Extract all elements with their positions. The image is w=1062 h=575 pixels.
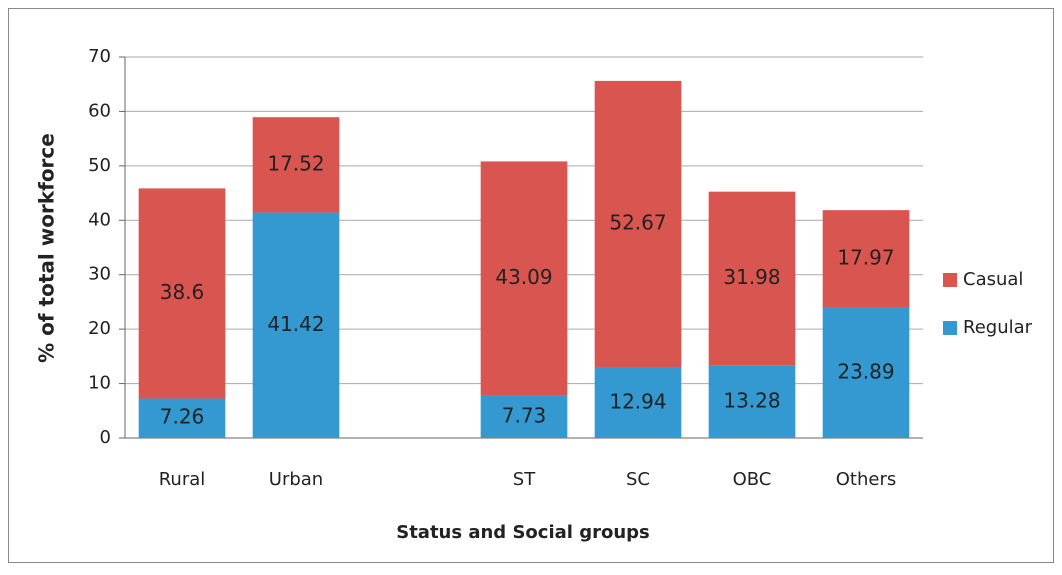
- y-tick-label: 10: [88, 373, 111, 394]
- bar-segment: [138, 188, 226, 399]
- bar-segment: [480, 161, 568, 396]
- bar-segment: [138, 398, 226, 438]
- value-label: 17.52: [267, 151, 324, 175]
- bar-segment: [594, 80, 682, 368]
- bar-segment: [252, 212, 340, 438]
- value-label: 7.26: [160, 405, 205, 429]
- value-label: 23.89: [837, 359, 894, 383]
- y-tick-label: 70: [88, 46, 111, 67]
- value-label: 31.98: [723, 265, 780, 289]
- bar-segment: [594, 367, 682, 438]
- x-tick-label: Urban: [269, 469, 323, 490]
- value-label: 12.94: [609, 389, 666, 413]
- y-tick-label: 20: [88, 318, 111, 339]
- y-axis-title: % of total workforce: [35, 133, 59, 363]
- bar-segment: [708, 365, 796, 438]
- bar-segment: [480, 395, 568, 438]
- legend-label: Regular: [963, 317, 1033, 338]
- value-label: 17.97: [837, 246, 894, 270]
- value-label: 38.6: [160, 280, 205, 304]
- bar-segment: [252, 117, 340, 213]
- x-axis-title: Status and Social groups: [396, 522, 650, 543]
- legend-swatch: [943, 273, 957, 287]
- y-tick-label: 40: [88, 209, 111, 230]
- y-tick-label: 0: [100, 427, 111, 448]
- value-label: 41.42: [267, 312, 324, 336]
- value-label: 52.67: [609, 211, 666, 235]
- y-tick-label: 30: [88, 264, 111, 285]
- legend-swatch: [943, 321, 957, 335]
- value-label: 13.28: [723, 388, 780, 412]
- value-label: 43.09: [495, 265, 552, 289]
- y-tick-label: 50: [88, 155, 111, 176]
- x-tick-label: Others: [836, 469, 897, 490]
- x-tick-label: ST: [513, 469, 536, 490]
- value-label: 7.73: [502, 403, 547, 427]
- x-tick-label: OBC: [733, 469, 772, 490]
- bar-segment: [822, 307, 910, 438]
- y-tick-label: 60: [88, 100, 111, 121]
- x-tick-label: SC: [626, 469, 650, 490]
- bar-segment: [708, 191, 796, 366]
- frame: [8, 8, 1054, 563]
- bar-segment: [822, 210, 910, 308]
- legend-label: Casual: [963, 269, 1023, 290]
- x-tick-label: Rural: [159, 469, 206, 490]
